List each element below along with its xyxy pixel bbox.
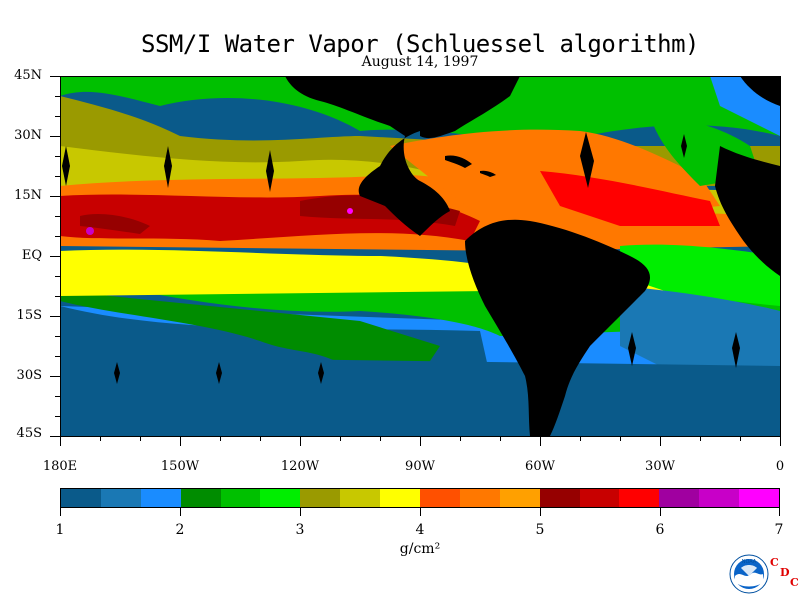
- map-date: August 14, 1997: [361, 54, 479, 70]
- map-canvas: [60, 76, 780, 436]
- lon-ticks: [60, 436, 781, 446]
- colorbar-tick-label: 7: [774, 522, 784, 538]
- colorbar-swatch: [300, 489, 341, 507]
- colorbar-tick-label: 2: [175, 522, 185, 538]
- colorbar-swatch: [699, 489, 740, 507]
- colorbar-swatch: [459, 489, 500, 507]
- water-vapor-map: [60, 76, 780, 436]
- colorbar-swatch: [180, 489, 221, 507]
- lon-label-90w: 90W: [405, 459, 435, 474]
- lat-ticks: [50, 76, 60, 437]
- lon-label-150w: 150W: [160, 459, 200, 474]
- cdc-letter: C: [770, 556, 779, 569]
- lon-label-120w: 120W: [280, 459, 320, 474]
- noaa-logo-text: NOAA: [742, 559, 757, 565]
- colorbar-swatch: [499, 489, 540, 507]
- colorbar-swatch: [340, 489, 381, 507]
- cdc-letter: C: [790, 576, 799, 589]
- very-wet-spot: [86, 227, 94, 235]
- lat-label-15s: 15S: [16, 308, 42, 323]
- colorbar-tick-label: 6: [655, 522, 665, 538]
- colorbar-swatch: [579, 489, 620, 507]
- lat-label-30n: 30N: [14, 128, 42, 143]
- colorbar-tick-label: 4: [415, 522, 425, 538]
- colorbar: [60, 488, 780, 508]
- lat-label-eq: EQ: [21, 248, 42, 263]
- colorbar-swatch: [619, 489, 660, 507]
- lon-label-180e: 180E: [42, 459, 78, 474]
- colorbar-swatch: [380, 489, 421, 507]
- cdc-letter: D: [780, 566, 790, 579]
- lat-label-45n: 45N: [14, 68, 42, 83]
- lon-label-30w: 30W: [645, 459, 675, 474]
- colorbar-swatch: [260, 489, 301, 507]
- colorbar-tick-label: 5: [535, 522, 545, 538]
- cdc-logo: C D C: [768, 556, 800, 596]
- colorbar-swatch: [420, 489, 460, 507]
- map-title: SSM/I Water Vapor (Schluessel algorithm): [141, 30, 699, 58]
- colorbar-swatch: [220, 489, 261, 507]
- colorbar-swatch: [739, 489, 780, 507]
- lon-label-0: 0: [775, 459, 785, 474]
- colorbar-swatch: [140, 489, 181, 507]
- noaa-logo: NOAA: [729, 554, 769, 594]
- lat-label-45s: 45S: [16, 426, 42, 441]
- lat-label-15n: 15N: [14, 188, 42, 203]
- colorbar-swatch: [100, 489, 141, 507]
- very-wet-spot: [347, 208, 353, 214]
- colorbar-tick-label: 3: [295, 522, 305, 538]
- colorbar-units: g/cm²: [399, 541, 441, 557]
- colorbar-tick-label: 1: [55, 522, 65, 538]
- lon-label-60w: 60W: [525, 459, 555, 474]
- southern-ocean-dry: [60, 356, 780, 436]
- colorbar-swatch: [659, 489, 700, 507]
- colorbar-swatch: [539, 489, 580, 507]
- lat-label-30s: 30S: [16, 368, 42, 383]
- colorbar-swatch: [61, 489, 101, 507]
